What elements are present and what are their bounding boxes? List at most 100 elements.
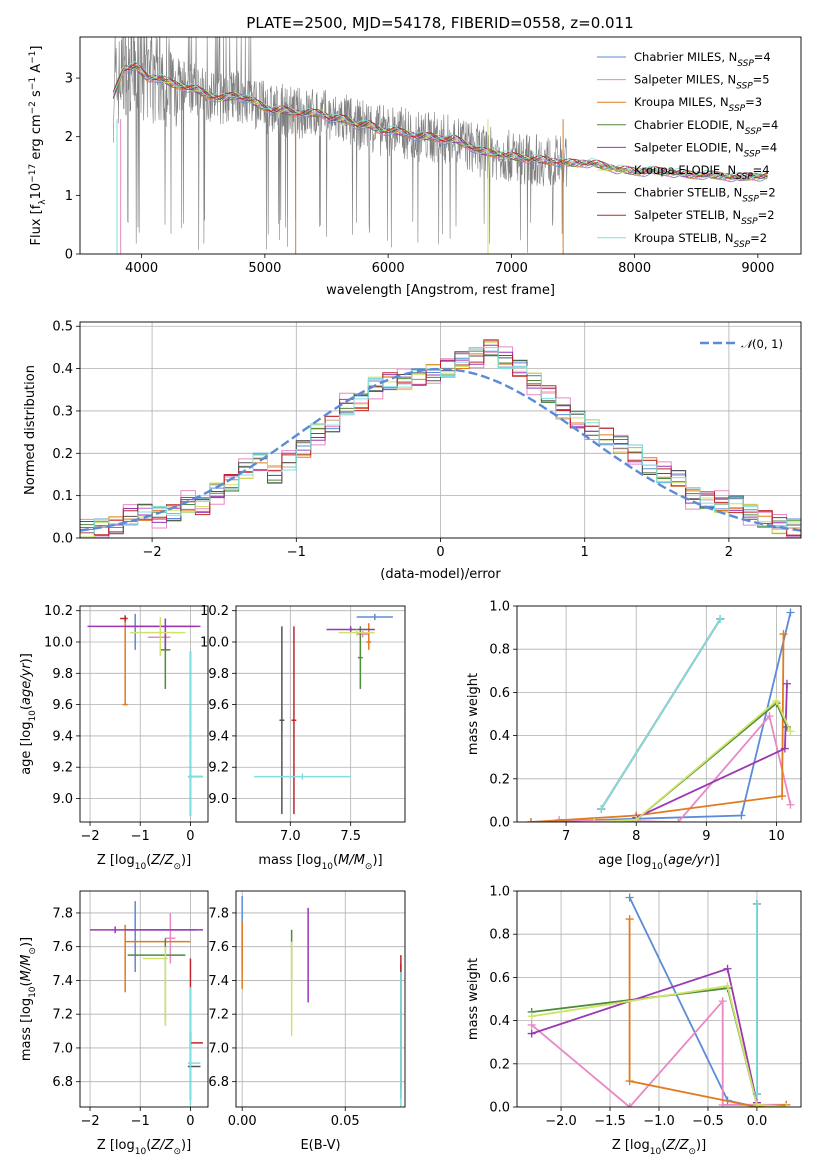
- residual-histogram-step: [80, 347, 801, 538]
- label-part: erg cm: [29, 114, 44, 163]
- label-part: Chabrier ELODIE, N: [634, 118, 745, 132]
- y-tick-label: 7.8: [52, 906, 73, 921]
- axes-frame: [235, 890, 406, 1108]
- y-axis-label: age [log10(age/yr)]: [19, 653, 38, 775]
- mass-weight-point: [737, 811, 746, 820]
- label-part: SSP: [737, 59, 754, 69]
- x-tick-label: −1: [131, 829, 150, 844]
- x-axis-label: Z [log10(Z/Z⊙)]: [97, 1138, 191, 1157]
- y-axis-label: Normed distribution: [23, 365, 38, 495]
- mass-weight-point: [632, 815, 641, 822]
- x-tick-label: 4000: [125, 261, 158, 276]
- label-part: age/yr: [19, 662, 34, 705]
- model-fit-line: [112, 61, 768, 178]
- legend-entry: Salpeter ELODIE, NSSP=4: [634, 140, 777, 159]
- x-tick-label: −2.0: [545, 1114, 577, 1129]
- mass-weight-point: [786, 608, 795, 617]
- label-part: 10: [650, 1147, 662, 1157]
- label-part: −2: [28, 101, 38, 114]
- legend-entry: Kroupa STELIB, NSSP=2: [634, 231, 767, 250]
- x-axis-label: Z [log10(Z/Z⊙)]: [97, 853, 191, 872]
- mass-weight-point: [718, 1100, 727, 1107]
- y-tick-label: 9.8: [208, 667, 229, 682]
- x-tick-label: 0.0: [747, 1114, 768, 1129]
- label-part: 10: [28, 710, 38, 722]
- label-part: Salpeter STELIB, N: [634, 208, 741, 222]
- label-part: (: [661, 1138, 666, 1153]
- mass-weight-point: [786, 800, 795, 809]
- plot-area: [236, 891, 405, 1107]
- y-tick-label: 7.2: [208, 1008, 229, 1023]
- mass-weight-point: [752, 1100, 761, 1107]
- x-tick-label: 9000: [741, 261, 774, 276]
- x-axis-label: wavelength [Angstrom, rest frame]: [326, 283, 555, 298]
- x-tick-label: 6000: [372, 261, 405, 276]
- label-part: Kroupa MILES, N: [634, 95, 729, 109]
- y-tick-label: 9.8: [52, 667, 73, 682]
- x-tick-label: 10: [768, 829, 785, 844]
- label-part: Kroupa ELODIE, N: [634, 163, 736, 177]
- label-part: Salpeter ELODIE, N: [634, 140, 744, 154]
- y-tick-label: 0.0: [52, 532, 73, 547]
- legend-entry: Chabrier ELODIE, NSSP=4: [634, 118, 778, 137]
- label-part: SSP: [736, 172, 753, 182]
- mass-weight-point: [527, 1029, 536, 1038]
- label-part: )]: [181, 1138, 191, 1153]
- y-tick-label: 0.4: [52, 362, 73, 377]
- mass-weight-point: [625, 1077, 634, 1086]
- label-part: ⊙: [28, 947, 38, 955]
- label-part: )]: [19, 653, 34, 663]
- y-tick-label: 0: [65, 248, 73, 263]
- label-part: ⊙: [173, 1147, 181, 1157]
- x-axis-label: age [log10(age/yr)]: [598, 853, 720, 872]
- y-tick-label: 7.6: [208, 940, 229, 955]
- label-part: 10: [651, 862, 663, 872]
- age_vs_Z-panel: −2 −1 09.09.29.49.69.810.010.2Z [log10(Z/Z…: [19, 604, 209, 872]
- label-part: Kroupa STELIB, N: [634, 231, 734, 245]
- y-tick-label: 1.0: [489, 600, 510, 615]
- mass-weight-point: [527, 818, 536, 822]
- label-part: −1: [28, 77, 38, 90]
- label-part: 10: [322, 862, 334, 872]
- y-tick-label: 0.2: [489, 1057, 510, 1072]
- mass-weight-point: [723, 964, 732, 973]
- mass-weight-point: [782, 679, 791, 688]
- mass-weight-point: [597, 805, 606, 814]
- mass-weight-line: [531, 984, 787, 1107]
- label-part: )]: [181, 853, 191, 868]
- y-tick-label: 7.0: [208, 1041, 229, 1056]
- label-part: ⊙: [365, 862, 373, 872]
- y-tick-label: 9.2: [208, 761, 229, 776]
- y-tick-label: 9.6: [208, 698, 229, 713]
- model-fit-line: [112, 62, 768, 179]
- x-tick-label: 7.5: [340, 829, 361, 844]
- label-part: (: [663, 853, 668, 868]
- label-part: SSP: [741, 217, 758, 227]
- y-tick-label: 6.8: [52, 1075, 73, 1090]
- y-axis-label: Flux [fλ10−17 erg cm−2 s−1 A−1]: [28, 46, 48, 246]
- mass-weight-point: [625, 1103, 634, 1107]
- y-tick-label: 0.3: [52, 404, 73, 419]
- label-part: Z/Z: [150, 1138, 174, 1153]
- x-axis-label: E(B-V): [300, 1138, 340, 1153]
- figure-title: PLATE=2500, MJD=54178, FIBERID=0558, z=0…: [246, 14, 633, 32]
- x-tick-label: 8000: [618, 261, 651, 276]
- y-tick-label: 0.8: [489, 643, 510, 658]
- y-tick-label: 0.2: [489, 772, 510, 787]
- mass-weight-point: [625, 893, 634, 902]
- mass-weight-point: [527, 1012, 536, 1021]
- x-tick-label: −1.5: [594, 1114, 626, 1129]
- label-part: A: [29, 64, 44, 77]
- plot-area: [80, 322, 801, 538]
- y-tick-label: 9.0: [52, 792, 73, 807]
- mass-weight-point: [716, 614, 725, 623]
- label-part: )]: [710, 853, 720, 868]
- x-tick-label: −1: [131, 1114, 150, 1129]
- label-part: ]: [29, 46, 44, 51]
- legend-entry: Chabrier STELIB, NSSP=2: [634, 186, 776, 205]
- label-part: SSP: [729, 104, 746, 114]
- label-part: Salpeter MILES, N: [634, 73, 736, 87]
- x-axis-label: Z [log10(Z/Z⊙)]: [612, 1138, 706, 1157]
- mass-weight-point: [752, 899, 761, 908]
